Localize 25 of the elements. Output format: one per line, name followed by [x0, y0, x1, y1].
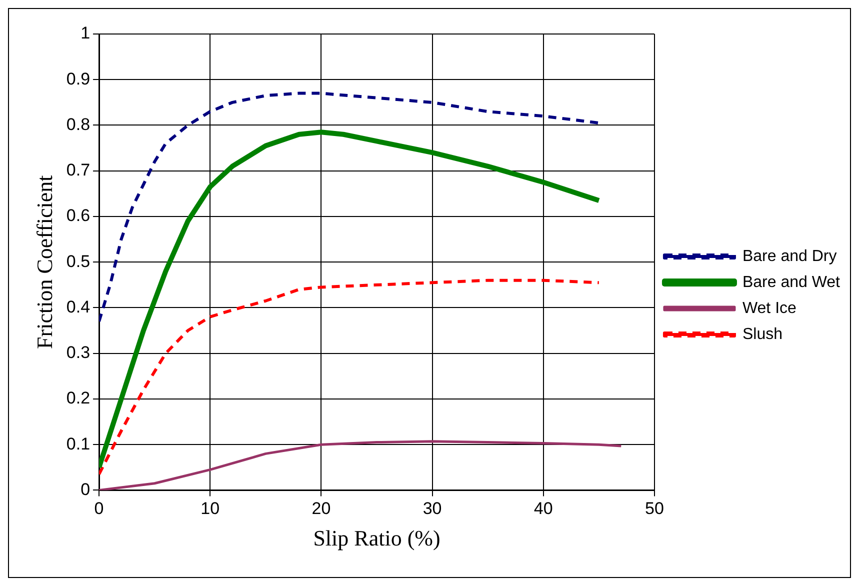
y-tick-label: 0.4 [66, 297, 90, 316]
x-tick-label: 30 [422, 499, 442, 518]
x-tick-label: 10 [200, 499, 220, 518]
legend-label: Slush [742, 326, 782, 343]
y-tick-label: 0.8 [66, 114, 90, 134]
x-tick-label: 50 [645, 499, 664, 518]
legend-label: Wet Ice [742, 300, 797, 317]
y-axis-title: Friction Coefficient [32, 175, 57, 349]
y-tick-label: 0.3 [66, 343, 90, 362]
x-tick-label: 0 [94, 499, 104, 518]
x-axis-title: Slip Ratio (%) [313, 526, 440, 551]
line-series [99, 92, 600, 323]
y-tick-label: 0.2 [66, 388, 90, 408]
x-tick-label: 40 [534, 499, 553, 518]
y-tick-label: 1 [80, 24, 90, 43]
y-tick-label: 0 [80, 480, 90, 499]
line-series [99, 278, 600, 476]
y-tick-label: 0.5 [66, 252, 90, 271]
y-tick-label: 0.1 [66, 434, 90, 454]
legend-label: Bare and Wet [742, 274, 841, 291]
x-tick-label: 20 [312, 499, 331, 518]
y-tick-label: 0.6 [66, 206, 90, 226]
legend-label: Bare and Dry [742, 248, 837, 265]
y-tick-label: 0.7 [66, 160, 90, 180]
y-tick-label: 0.9 [66, 69, 90, 88]
